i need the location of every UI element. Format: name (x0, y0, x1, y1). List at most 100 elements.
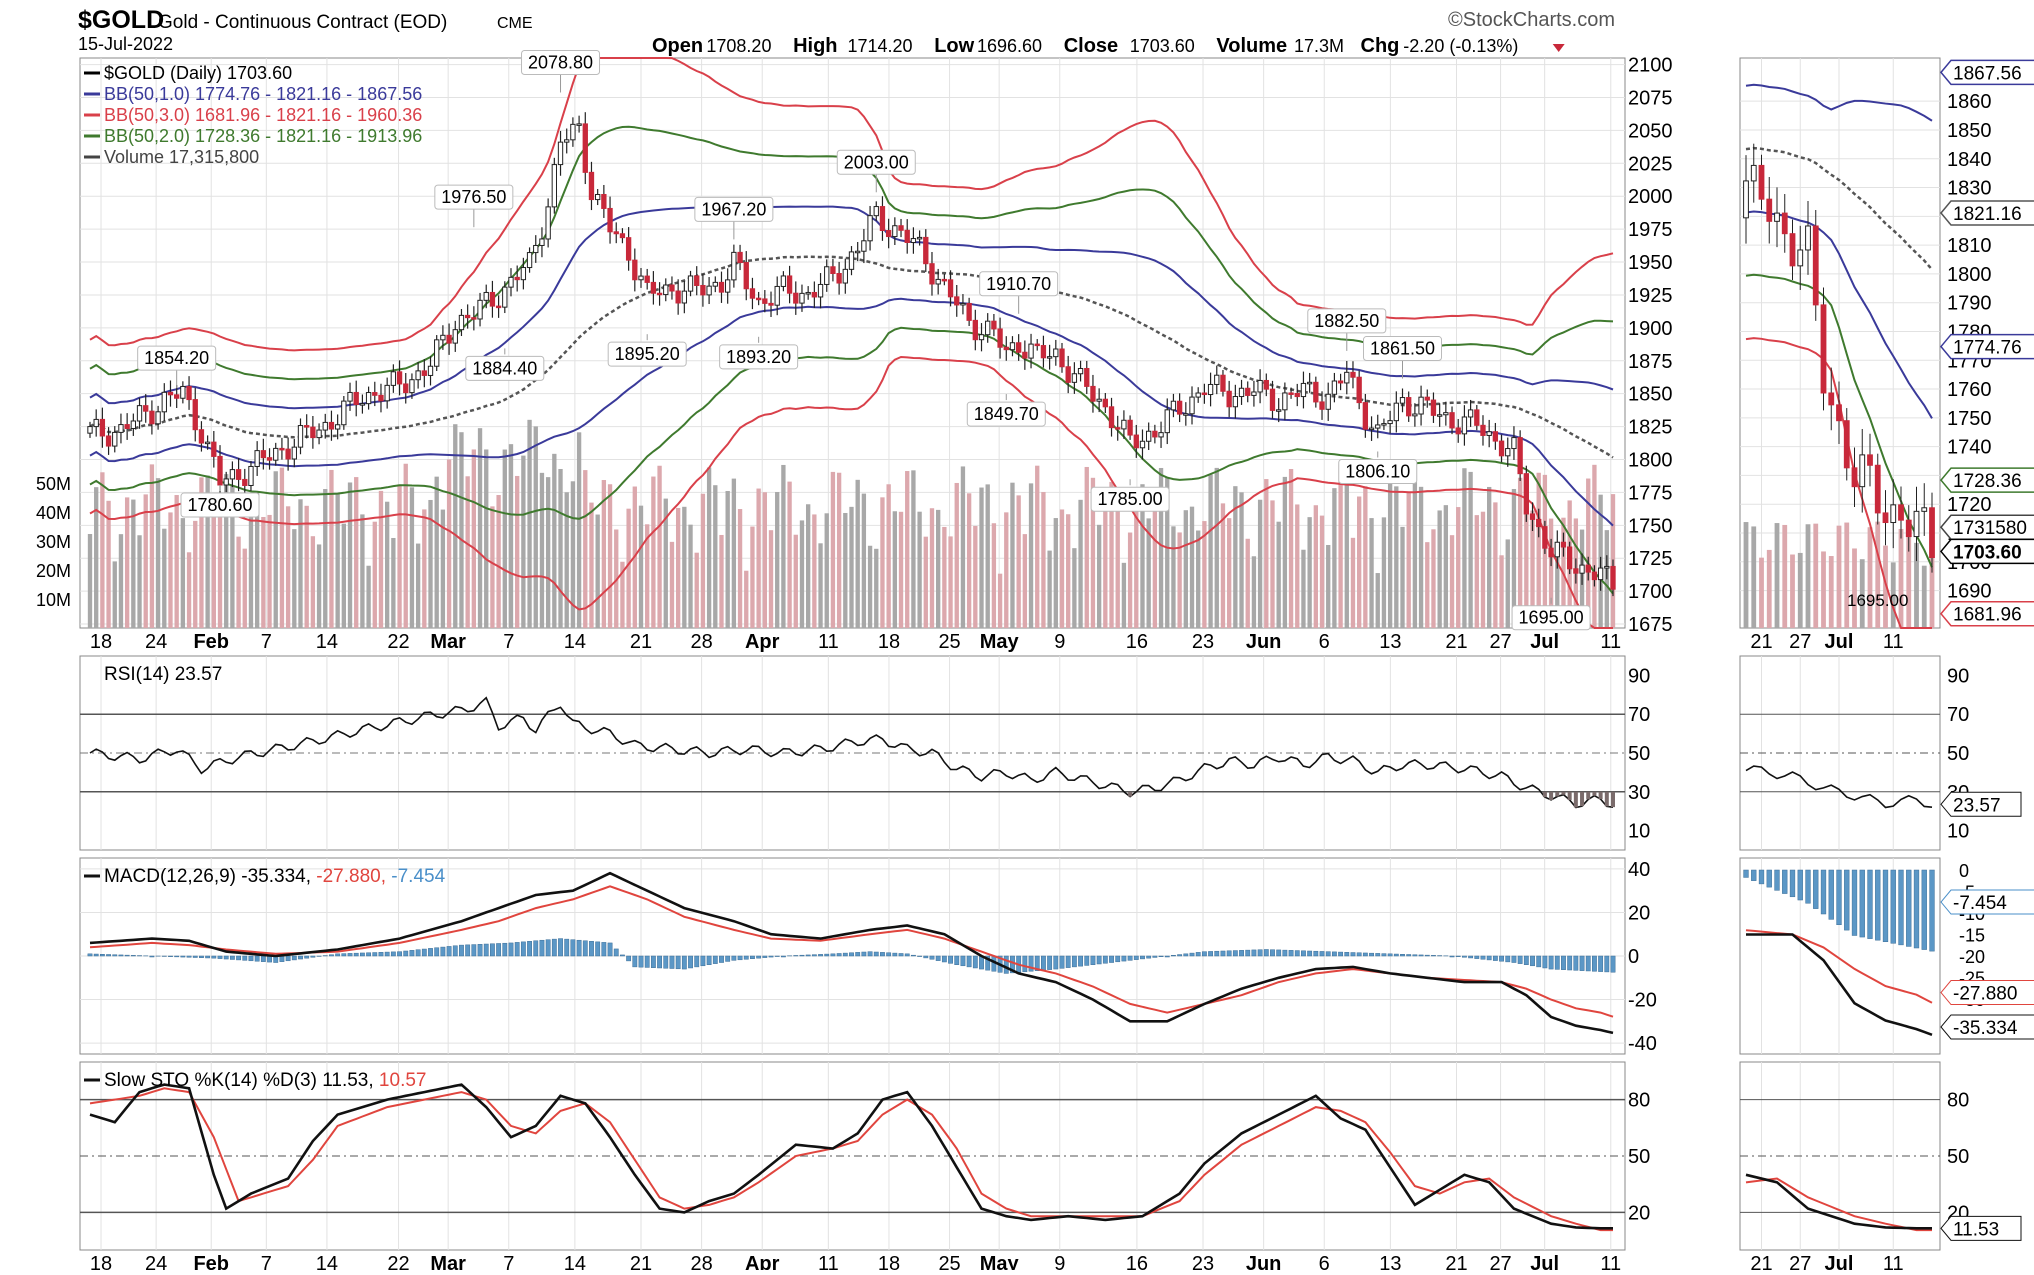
macd-hist-bar (1407, 954, 1411, 956)
zoom-y-tick-label: 1720 (1947, 494, 1992, 516)
macd-hist-bar (713, 956, 717, 964)
macd-hist-bar (428, 948, 432, 956)
candle-body (831, 267, 835, 274)
candle-body (1109, 407, 1113, 428)
macd-hist-bar (379, 952, 383, 956)
volume-bar (94, 487, 98, 628)
zoom-stoch-tick: 80 (1947, 1090, 1969, 1112)
volume-bar (212, 513, 216, 628)
candle-body (893, 226, 897, 237)
candle-body (1128, 420, 1132, 435)
macd-hist-bar (1524, 956, 1528, 965)
macd-hist-bar (181, 956, 185, 957)
macd-hist-bar (893, 953, 897, 956)
macd-tick-label: 20 (1628, 902, 1650, 924)
volume-bar (911, 470, 915, 628)
candle-body (385, 385, 389, 400)
candle-body (1307, 382, 1311, 384)
macd-hist-bar (825, 954, 829, 956)
volume-bar (1196, 531, 1200, 628)
zoom-y-tick-label: 1800 (1947, 264, 1992, 286)
candle-body (936, 279, 940, 284)
x-tick-label: 7 (261, 631, 272, 653)
volume-bar (577, 432, 581, 628)
macd-hist-bar (1413, 955, 1417, 956)
x-tick-label: 7 (261, 1253, 272, 1270)
macd-hist-bar (917, 956, 921, 957)
volume-bar (354, 477, 358, 628)
volume-bar (843, 513, 847, 628)
volume-bar (651, 477, 655, 628)
volume-bar (794, 535, 798, 628)
rsi-tick-label: 70 (1628, 704, 1650, 726)
macd-hist-bar (1351, 953, 1355, 956)
volume-bar (1537, 473, 1541, 628)
macd-hist-bar (595, 942, 599, 956)
macd-hist-bar (113, 955, 117, 956)
macd-hist-bar (1307, 951, 1311, 956)
zoom-candle-body (1798, 250, 1803, 266)
macd-hist-bar (1499, 956, 1503, 961)
candle-body (1227, 391, 1231, 406)
volume-bar (1004, 512, 1008, 628)
zoom-macd-bar (1759, 870, 1764, 884)
volume-bar (856, 480, 860, 628)
candle-body (329, 422, 333, 429)
volume-bar (521, 456, 525, 628)
volume-bar (1493, 502, 1497, 628)
candle-body (540, 239, 544, 245)
candle-body (280, 448, 284, 450)
candle-body (1289, 393, 1293, 395)
x-tick-label: 22 (387, 631, 409, 653)
macd-hist-bar (1530, 956, 1534, 966)
macd-hist-bar (1140, 956, 1144, 959)
zoom-x-tick-label: Jul (1825, 1253, 1854, 1270)
zoom-x-tick-label: 21 (1750, 631, 1772, 653)
candle-body (886, 230, 890, 236)
macd-hist-bar (472, 945, 476, 956)
volume-bar (905, 471, 909, 628)
volume-tick-label: 30M (36, 532, 71, 552)
y-tick-label: 2075 (1628, 87, 1673, 109)
macd-hist-bar (849, 953, 853, 956)
zoom-x-tick-label: 11 (1883, 631, 1904, 653)
macd-title-part: MACD(12,26,9) (104, 866, 236, 887)
volume-bar (756, 489, 760, 628)
zoom-value-label: 1703.60 (1953, 542, 2022, 563)
candle-body (1598, 568, 1602, 580)
zoom-candle-body (1829, 393, 1834, 405)
zoom-rsi-tick: 90 (1947, 665, 1969, 687)
candle-body (137, 406, 141, 421)
x-tick-label: 27 (1489, 631, 1511, 653)
candle-body (292, 447, 296, 459)
macd-tick-label: 0 (1628, 946, 1639, 968)
zoom-stoch-tick: 50 (1947, 1146, 1969, 1168)
volume-bar (1054, 518, 1058, 628)
candle-body (1332, 381, 1336, 394)
macd-hist-bar (249, 956, 253, 961)
zoom-macd-label: -7.454 (1953, 893, 2007, 914)
candle-body (986, 321, 990, 335)
annotation-label: 1780.60 (187, 495, 252, 515)
volume-bar (595, 515, 599, 628)
stoch-title-part: %D(3) (258, 1070, 317, 1091)
volume-bar (707, 468, 711, 628)
macd-hist-bar (397, 952, 401, 956)
macd-hist-bar (534, 941, 538, 956)
candle-body (1382, 424, 1386, 426)
x-tick-label: 16 (1126, 1253, 1148, 1270)
zoom-x-tick-label: 27 (1789, 631, 1811, 653)
candle-body (490, 292, 494, 306)
volume-bar (676, 508, 680, 628)
candle-body (806, 292, 810, 294)
x-tick-label: 23 (1192, 631, 1214, 653)
x-tick-label: May (980, 631, 1020, 653)
macd-hist-bar (1518, 956, 1522, 964)
macd-hist-bar (1196, 952, 1200, 956)
candle-body (608, 208, 612, 231)
ohlc-label: Close (1064, 35, 1118, 57)
candle-body (236, 470, 240, 480)
ohlc-value: 1703.60 (1130, 36, 1195, 56)
volume-bar (837, 473, 841, 628)
macd-hist-bar (843, 953, 847, 956)
